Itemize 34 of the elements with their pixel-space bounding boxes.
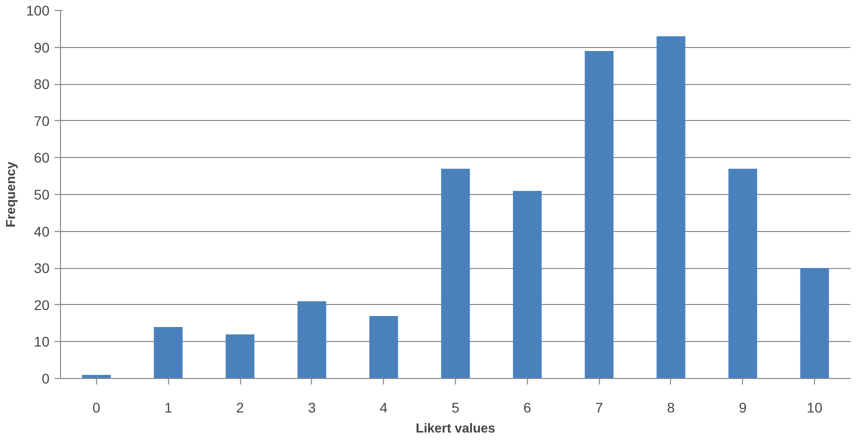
x-tick-label: 0 — [92, 400, 101, 416]
y-tick-label: 80 — [34, 76, 50, 92]
x-tick-label: 9 — [738, 400, 747, 416]
y-tick-label: 90 — [34, 39, 50, 56]
y-tick-label: 20 — [34, 296, 50, 313]
x-tick-label: 5 — [452, 400, 460, 416]
bar — [584, 50, 614, 378]
bar — [441, 168, 470, 378]
y-tick-label: 100 — [26, 2, 50, 18]
y-tick-label: 40 — [34, 223, 50, 240]
bar — [512, 190, 542, 378]
x-tick-label: 4 — [380, 400, 388, 416]
y-axis-title: Frequency — [3, 160, 18, 228]
x-tick-label: 10 — [806, 400, 823, 416]
x-tick-label: 6 — [523, 400, 532, 416]
bar — [656, 36, 686, 378]
bar — [154, 326, 183, 378]
bar — [226, 334, 254, 378]
y-tick-label: 10 — [34, 334, 50, 350]
x-tick-label: 8 — [667, 400, 676, 416]
x-tick-label: 7 — [595, 400, 604, 416]
y-tick-label: 30 — [34, 260, 50, 276]
x-tick-label: 2 — [236, 400, 244, 416]
bar — [800, 268, 829, 378]
x-tick-label: 3 — [308, 400, 316, 416]
bar — [728, 168, 758, 378]
y-tick-label: 70 — [34, 112, 50, 129]
bar — [298, 301, 326, 378]
y-tick-label: 60 — [34, 150, 50, 166]
x-axis-title: Likert values — [416, 420, 496, 436]
y-tick-label: 50 — [34, 186, 50, 202]
y-tick-label: 0 — [42, 370, 50, 386]
bar — [369, 316, 398, 378]
x-tick-label: 1 — [164, 400, 172, 416]
